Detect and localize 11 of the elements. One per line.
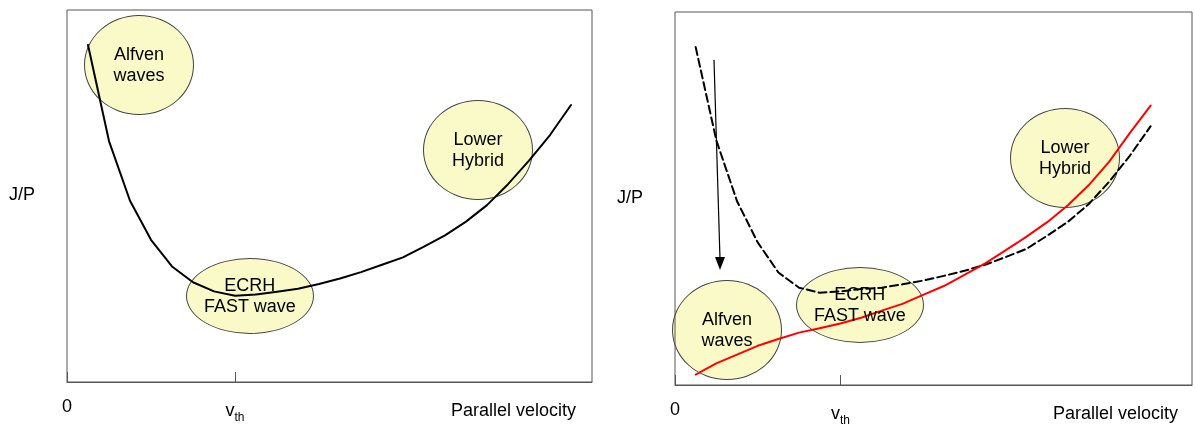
x-axis-title: Parallel velocity xyxy=(1052,403,1178,424)
x-tick-label: 0 xyxy=(669,399,681,419)
x-tick-label: 0 xyxy=(61,396,73,416)
annotation: Alfven waves xyxy=(701,309,753,351)
annotation: Alfven waves xyxy=(113,44,165,86)
x-axis-title: Parallel velocity xyxy=(450,400,576,421)
annotation: ECRH FAST wave xyxy=(204,275,296,317)
annotation: Lower Hybrid xyxy=(1039,137,1092,179)
y-axis-title: J/P xyxy=(9,184,36,205)
annotation: Lower Hybrid xyxy=(452,129,505,171)
y-axis-title: J/P xyxy=(617,186,644,208)
